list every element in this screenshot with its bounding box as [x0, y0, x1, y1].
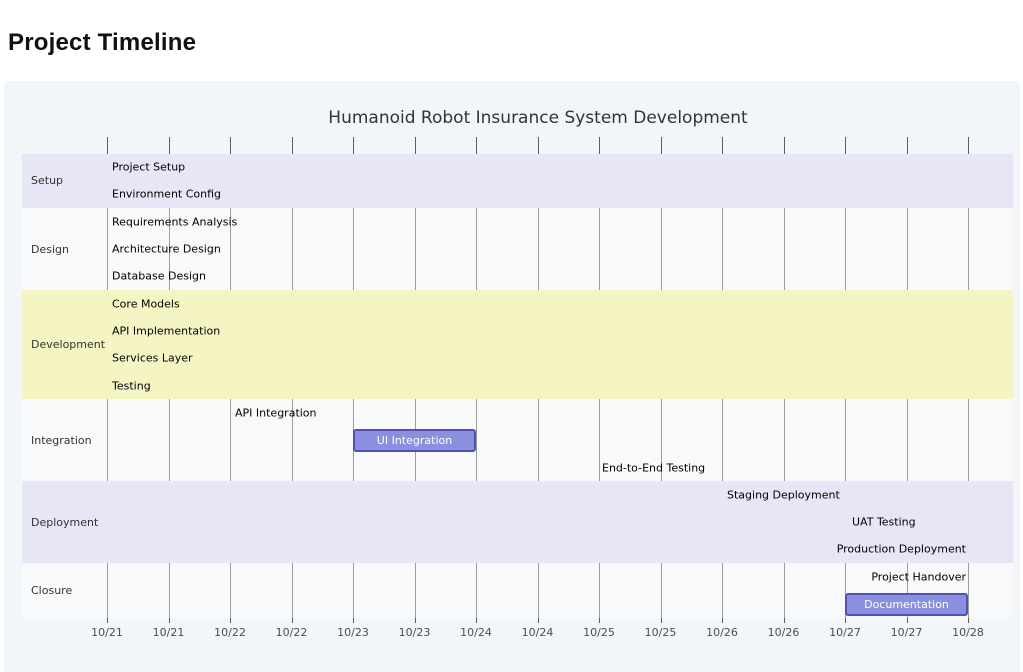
task-label: End-to-End Testing [602, 461, 706, 475]
task-bar-label: UI Integration [376, 433, 453, 447]
section-label-closure: Closure [31, 583, 73, 597]
axis-tick-label: 10/21 [91, 626, 123, 639]
task-label: Production Deployment [836, 542, 966, 556]
axis-tick-label: 10/24 [521, 626, 554, 639]
task-label: Project Handover [871, 570, 966, 584]
task-bar-label: Documentation [864, 597, 949, 611]
task-label: API Integration [235, 406, 317, 420]
axis-tick-label: 10/26 [767, 626, 800, 639]
task-label: Staging Deployment [727, 488, 840, 502]
section-band-integration [22, 399, 1013, 482]
section-label-deployment: Deployment [31, 515, 99, 529]
axis-tick-label: 10/27 [890, 626, 923, 639]
axis-tick-label: 10/23 [398, 626, 431, 639]
task-label: API Implementation [112, 324, 221, 338]
chart-title: Humanoid Robot Insurance System Developm… [328, 108, 748, 128]
axis-tick-label: 10/23 [337, 626, 369, 639]
section-label-design: Design [31, 242, 69, 256]
task-label: Requirements Analysis [112, 215, 238, 229]
task-label: Core Models [112, 297, 180, 311]
section-band-design [22, 208, 1013, 291]
task-label: Project Setup [112, 160, 186, 174]
section-label-integration: Integration [31, 433, 92, 447]
axis-tick-label: 10/27 [829, 626, 861, 639]
task-label: Database Design [112, 269, 206, 283]
axis-tick-label: 10/26 [706, 626, 738, 639]
axis-tick-label: 10/25 [583, 626, 615, 639]
axis-tick-label: 10/21 [152, 626, 185, 639]
task-label: Environment Config [112, 187, 222, 201]
section-band-development [22, 290, 1013, 400]
section-band-deployment [22, 481, 1013, 564]
task-label: Services Layer [112, 351, 193, 365]
axis-tick-label: 10/25 [644, 626, 677, 639]
section-band-setup [22, 153, 1013, 209]
task-label: Architecture Design [112, 242, 221, 256]
task-bar: Documentation [845, 592, 968, 616]
axis-tick-label: 10/24 [460, 626, 492, 639]
axis-tick-label: 10/22 [275, 626, 308, 639]
axis-tick-label: 10/28 [952, 626, 984, 639]
task-label: Testing [112, 379, 151, 393]
section-label-setup: Setup [31, 174, 64, 188]
task-label: UAT Testing [852, 515, 916, 529]
page-title: Project Timeline [8, 29, 197, 56]
section-label-development: Development [31, 338, 106, 352]
axis-tick-label: 10/22 [214, 626, 246, 639]
task-bar: UI Integration [353, 428, 476, 452]
